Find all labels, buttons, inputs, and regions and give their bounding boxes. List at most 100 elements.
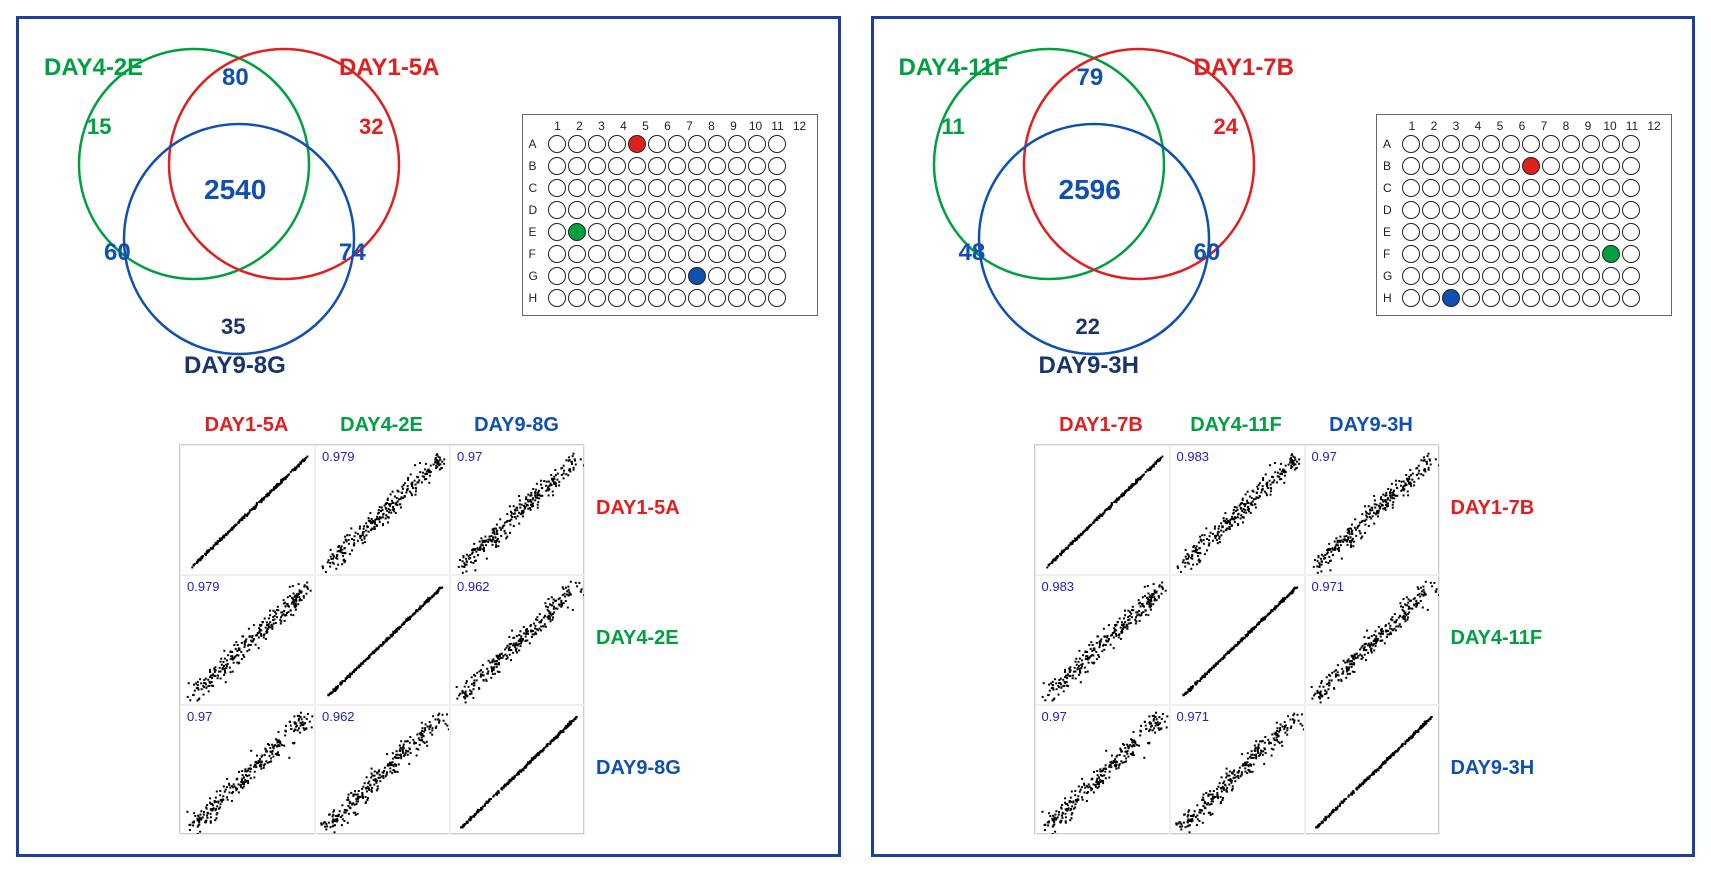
scatter-grid: 0.9830.970.9830.9710.970.971: [1034, 444, 1439, 834]
plate-col-header: 12: [789, 119, 811, 133]
venn-label-blue: DAY9-3H: [1039, 352, 1140, 380]
well: [1602, 245, 1620, 263]
plate-row-label: B: [529, 159, 547, 173]
well: [648, 267, 666, 285]
well: [608, 245, 626, 263]
scatter-col-header: DAY9-3H: [1304, 414, 1439, 437]
scatter-col-header: DAY1-7B: [1034, 414, 1169, 437]
scatter-cell: [315, 575, 450, 705]
scatter-col-header: DAY1-5A: [179, 414, 314, 437]
well: [548, 289, 566, 307]
well: [1422, 201, 1440, 219]
plate-row-label: A: [529, 137, 547, 151]
well: [1622, 201, 1640, 219]
well: [1462, 201, 1480, 219]
well: [588, 201, 606, 219]
plate-row-label: G: [1383, 269, 1401, 283]
well: [1582, 289, 1600, 307]
plate-row: G: [529, 265, 811, 287]
scatter-row-header: DAY4-2E: [596, 627, 679, 650]
scatter-cloud: [451, 576, 584, 704]
scatter-row-header: DAY9-3H: [1451, 757, 1535, 780]
venn-green-red: 79: [1077, 64, 1104, 92]
well: [588, 245, 606, 263]
well: [1462, 157, 1480, 175]
scatter-cloud: [1036, 446, 1169, 574]
well: [1502, 135, 1520, 153]
scatter-col-header: DAY4-2E: [314, 414, 449, 437]
well: [588, 289, 606, 307]
plate-row-label: F: [1383, 247, 1401, 261]
scatter-cell: [1305, 705, 1440, 835]
well: [1482, 135, 1500, 153]
well: [688, 179, 706, 197]
well: [1522, 135, 1540, 153]
well: [1482, 201, 1500, 219]
well: [568, 179, 586, 197]
plate-col-header: 9: [723, 119, 745, 133]
well: [588, 267, 606, 285]
well: [728, 179, 746, 197]
top-area-left: DAY4-2EDAY1-5ADAY9-8G1532358060742540123…: [19, 19, 838, 389]
well: [708, 179, 726, 197]
scatter-matrix-right: DAY1-7B DAY4-11F DAY9-3H 0.9830.970.9830.97…: [1014, 414, 1574, 844]
well: [1582, 135, 1600, 153]
well: [628, 289, 646, 307]
well: [608, 223, 626, 241]
well: [748, 157, 766, 175]
well: [768, 135, 786, 153]
plate-row: H: [529, 287, 811, 309]
scatter-cell: [180, 445, 315, 575]
venn-red-only: 24: [1214, 114, 1238, 140]
scatter-cell: 0.97: [180, 705, 315, 835]
plate-col-header: 2: [569, 119, 591, 133]
scatter-row-header: DAY4-11F: [1451, 627, 1543, 650]
plate-col-header: 1: [1401, 119, 1423, 133]
well: [1522, 179, 1540, 197]
well: [1422, 267, 1440, 285]
well: [648, 157, 666, 175]
plate-col-header: 4: [1467, 119, 1489, 133]
well: [548, 157, 566, 175]
well: [1442, 289, 1460, 307]
well: [1422, 289, 1440, 307]
well: [688, 245, 706, 263]
plate-col-header: 7: [679, 119, 701, 133]
well: [708, 245, 726, 263]
well: [628, 179, 646, 197]
well: [628, 245, 646, 263]
well: [1582, 157, 1600, 175]
well: [568, 135, 586, 153]
well: [648, 289, 666, 307]
well: [748, 245, 766, 263]
well: [1402, 201, 1420, 219]
plate-row: C: [1383, 177, 1665, 199]
plate-col-headers: 123456789101112: [1401, 119, 1665, 133]
well: [1542, 135, 1560, 153]
well: [708, 223, 726, 241]
plate-row: F: [529, 243, 811, 265]
well: [688, 157, 706, 175]
panel-right: DAY4-11FDAY1-7BDAY9-3H112422794860259612…: [871, 16, 1696, 857]
well: [568, 267, 586, 285]
scatter-grid: 0.9790.970.9790.9620.970.962: [179, 444, 584, 834]
well: [1622, 157, 1640, 175]
plate-col-header: 5: [635, 119, 657, 133]
well: [1542, 245, 1560, 263]
well: [668, 267, 686, 285]
well: [1402, 223, 1420, 241]
venn-green-blue: 48: [959, 239, 986, 267]
well: [748, 289, 766, 307]
well: [1542, 179, 1560, 197]
scatter-cell: [1035, 445, 1170, 575]
plate-col-header: 3: [591, 119, 613, 133]
scatter-row-header: DAY1-5A: [596, 497, 680, 520]
plate-col-header: 6: [657, 119, 679, 133]
well: [1602, 267, 1620, 285]
scatter-cloud: [1306, 446, 1439, 574]
well: [748, 201, 766, 219]
plate-col-header: 5: [1489, 119, 1511, 133]
well: [1562, 245, 1580, 263]
well: [688, 289, 706, 307]
well: [768, 201, 786, 219]
